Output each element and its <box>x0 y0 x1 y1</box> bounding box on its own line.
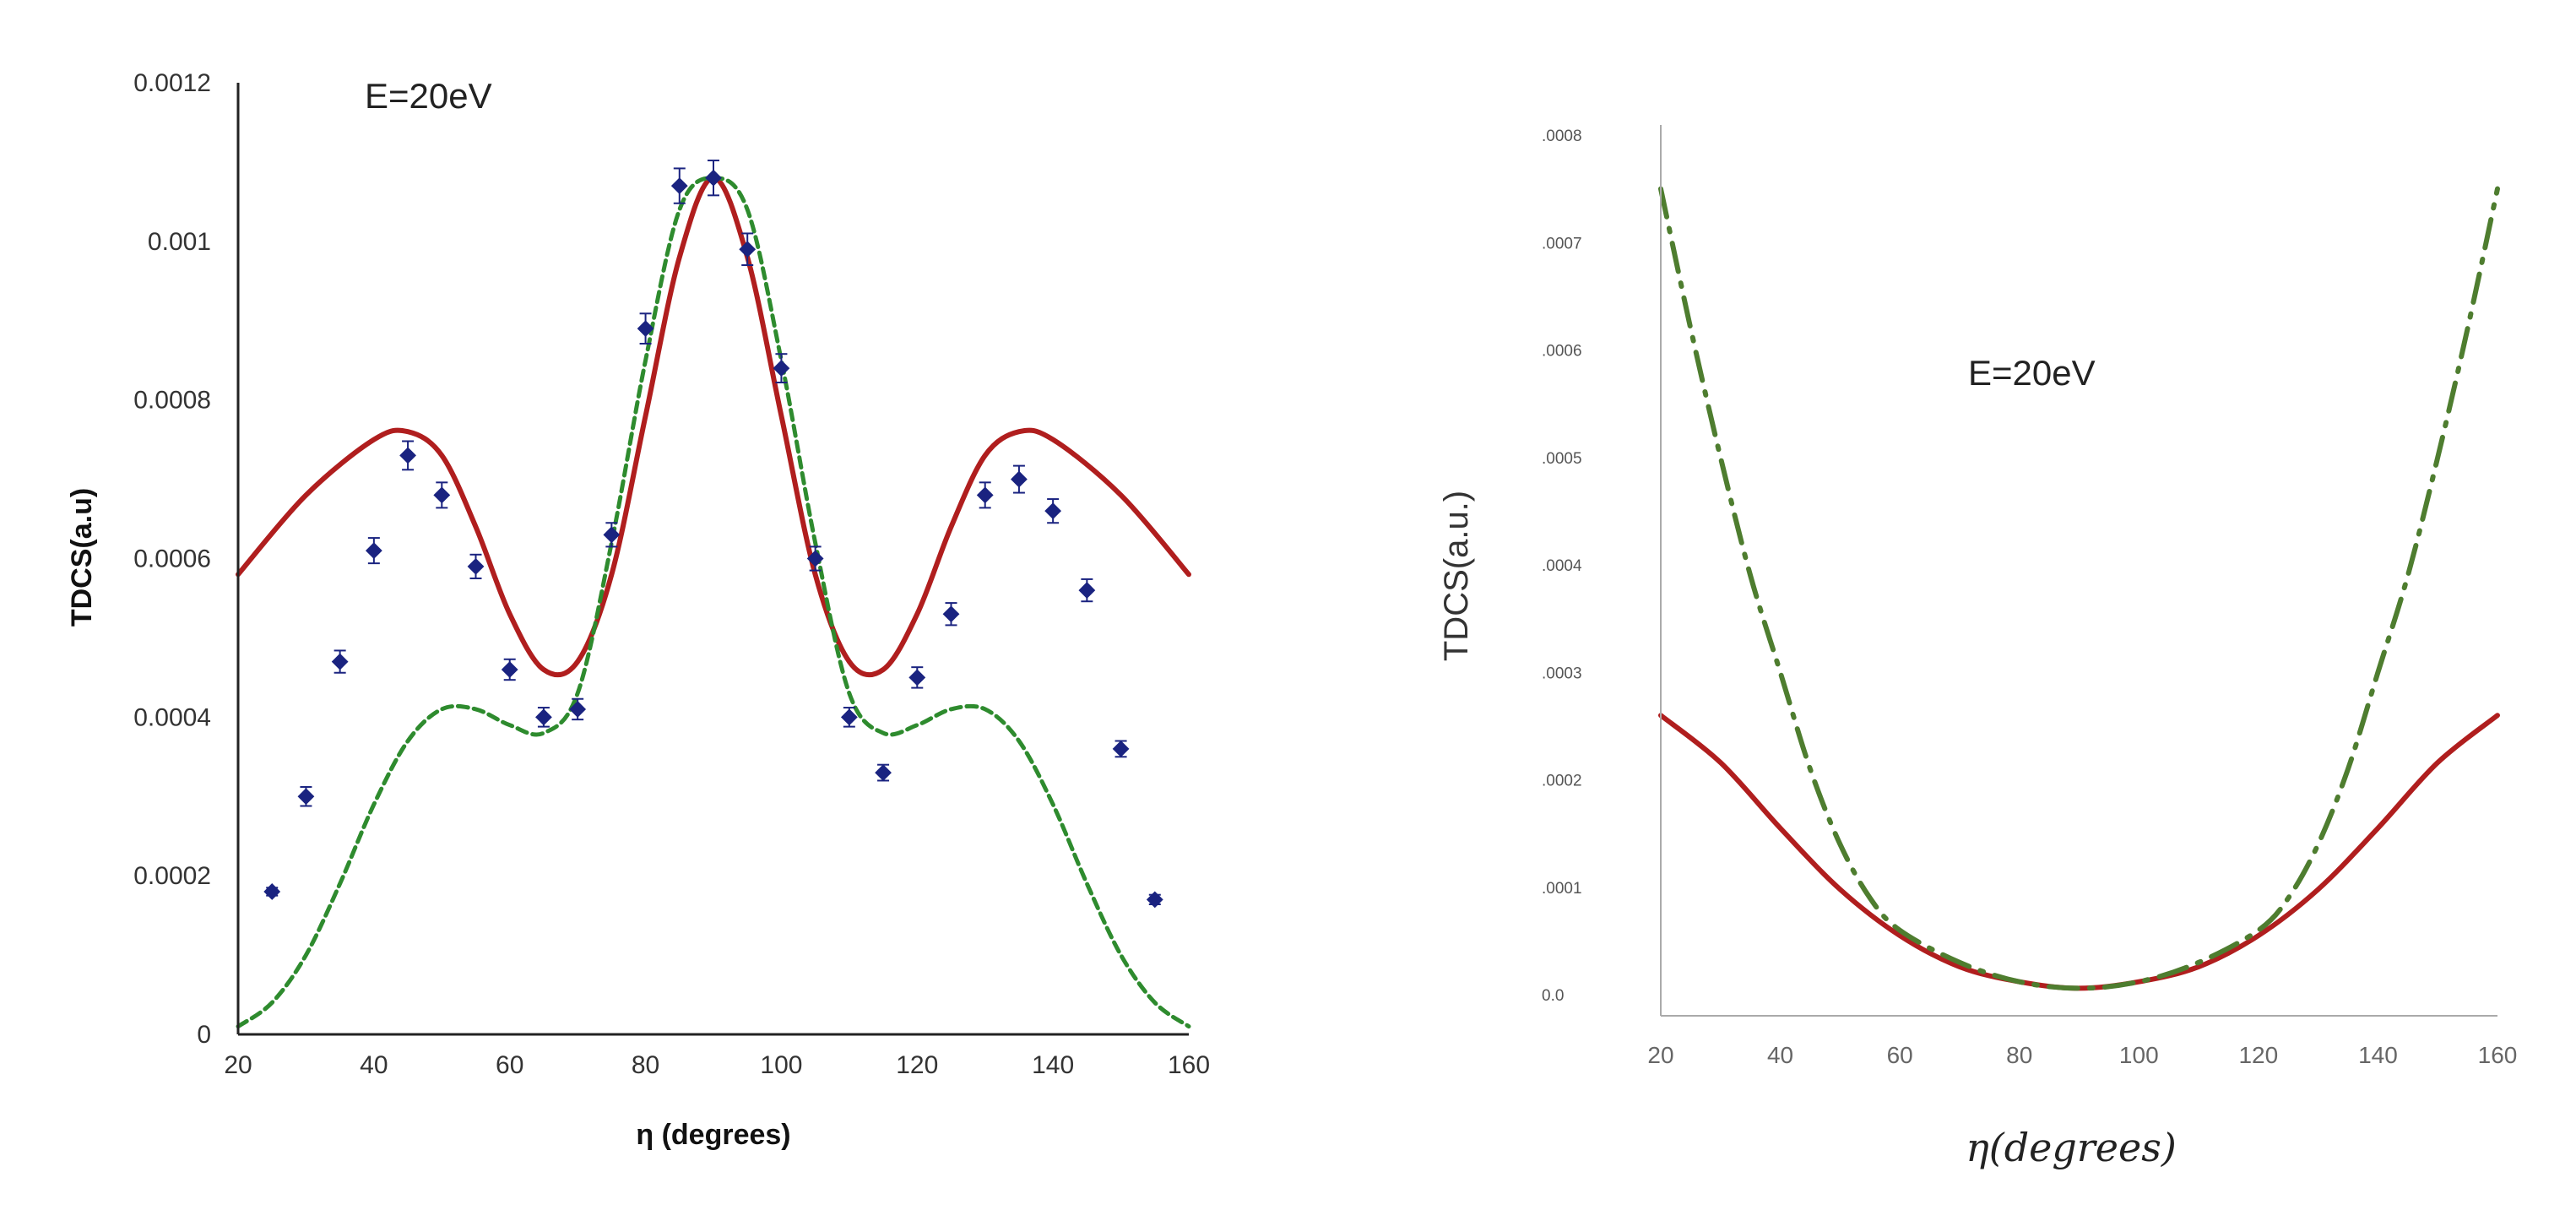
left-data-point <box>399 447 416 464</box>
right-tick-labels: 20 40 60 80 100 120 140 160 0.0 .0001 .0002 .0003 .0… <box>1542 128 2517 1068</box>
left-tick-labels: 20 40 60 80 100 120 140 160 0 0.0002 0.0004 0.0006 0… <box>133 69 1210 1079</box>
right-x-axis-title: η(degrees) <box>1966 1125 2177 1170</box>
left-x-tick-label: 140 <box>1032 1051 1074 1079</box>
right-y-tick-label: .0003 <box>1542 665 1582 682</box>
left-data-point <box>433 486 451 504</box>
left-data-point <box>976 486 994 504</box>
left-data-point <box>535 708 552 726</box>
left-x-tick-label: 40 <box>360 1051 388 1079</box>
right-x-tick-label: 20 <box>1647 1042 1673 1068</box>
left-y-tick-label: 0.0002 <box>133 862 211 890</box>
left-x-tick-label: 20 <box>224 1051 252 1079</box>
left-data-point <box>1078 582 1096 599</box>
right-y-tick-label: .0006 <box>1542 343 1582 361</box>
right-y-tick-label: .0007 <box>1542 235 1582 252</box>
right-x-tick-label: 80 <box>2006 1042 2032 1068</box>
left-y-tick-label: 0.0004 <box>133 703 211 731</box>
left-data-point <box>569 701 587 718</box>
left-series-dashed-line <box>236 176 1191 1029</box>
left-data-point <box>1011 470 1028 488</box>
right-y-axis-title: TDCS(a.u.) <box>1438 491 1475 661</box>
left-data-point <box>908 669 926 686</box>
left-data-point <box>942 605 960 623</box>
right-y-tick-label: .0008 <box>1542 128 1582 145</box>
left-x-axis-title: η (degrees) <box>636 1119 790 1151</box>
left-data-point <box>263 883 281 900</box>
left-y-tick-label: 0.0008 <box>133 387 211 415</box>
left-data-point <box>806 550 824 567</box>
right-x-tick-label: 160 <box>2478 1042 2518 1068</box>
right-x-tick-label: 140 <box>2358 1042 2398 1068</box>
left-data-point <box>331 653 349 670</box>
left-x-tick-label: 160 <box>1168 1051 1210 1079</box>
left-x-tick-label: 80 <box>632 1051 659 1079</box>
left-x-tick-label: 100 <box>760 1051 802 1079</box>
left-data-point <box>637 320 654 338</box>
right-series-dash-dot-line <box>1658 186 2500 991</box>
left-data-point <box>1146 891 1163 909</box>
left-series-solid-line <box>236 175 1191 678</box>
left-data-point <box>1044 502 1062 520</box>
left-data-point <box>467 557 485 575</box>
left-data-point <box>603 526 621 544</box>
right-y-tick-label: .0004 <box>1542 557 1582 575</box>
left-data-point <box>739 241 757 258</box>
left-x-tick-label: 60 <box>496 1051 523 1079</box>
right-x-tick-label: 100 <box>2119 1042 2159 1068</box>
left-data-point <box>875 764 892 781</box>
right-series-layer <box>1658 186 2500 991</box>
left-data-point <box>297 788 315 806</box>
left-points-layer <box>263 160 1163 909</box>
left-data-point <box>365 542 382 560</box>
right-energy-label: E=20eV <box>1968 353 2096 393</box>
left-energy-label: E=20eV <box>365 76 492 116</box>
right-x-tick-label: 60 <box>1887 1042 1913 1068</box>
left-data-point <box>1112 741 1130 757</box>
left-y-tick-label: 0.0012 <box>133 69 211 97</box>
left-y-tick-label: 0.001 <box>148 228 211 256</box>
left-y-tick-label: 0 <box>197 1021 211 1049</box>
left-chart: 20 40 60 80 100 120 140 160 0 0.0002 0.0004 0.0006 0… <box>66 69 1210 1151</box>
right-x-tick-label: 120 <box>2238 1042 2278 1068</box>
right-y-tick-label: .0005 <box>1542 450 1582 468</box>
right-y-tick-label: .0002 <box>1542 773 1582 790</box>
left-data-point <box>670 177 688 194</box>
right-series-solid-line <box>1658 713 2500 991</box>
left-data-point <box>773 360 790 377</box>
right-x-tick-label: 40 <box>1767 1042 1793 1068</box>
left-series-layer <box>236 175 1191 1029</box>
right-y-tick-label: .0001 <box>1542 880 1582 898</box>
left-y-tick-label: 0.0006 <box>133 545 211 573</box>
right-chart: 20 40 60 80 100 120 140 160 0.0 .0001 .0002 .0003 .0… <box>1438 125 2517 1170</box>
left-x-tick-label: 120 <box>896 1051 938 1079</box>
right-y-tick-label: 0.0 <box>1542 987 1564 1005</box>
left-data-point <box>501 661 518 678</box>
left-y-axis-title: TDCS(a.u) <box>66 488 98 627</box>
left-data-point <box>840 708 858 726</box>
